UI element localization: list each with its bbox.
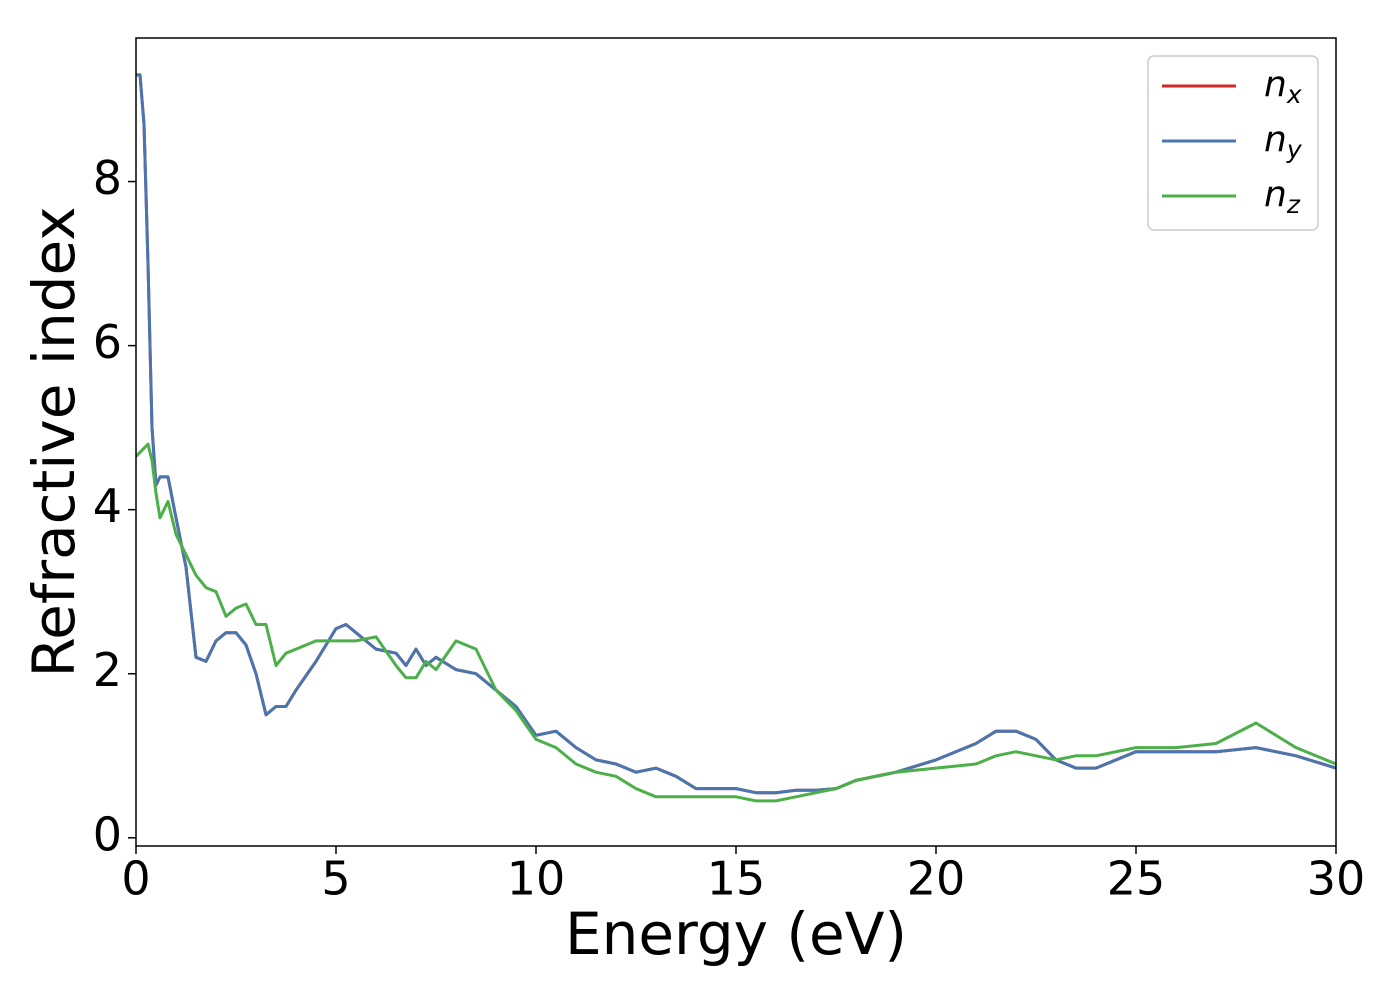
y-tick-label: 2 [93, 643, 122, 697]
series-line [136, 442, 1336, 803]
legend-label: ny [1264, 119, 1303, 164]
x-tick-label: 10 [507, 852, 566, 906]
x-tick-label: 15 [707, 852, 766, 906]
y-axis-label: Refractive index [20, 206, 88, 677]
plot-frame [135, 37, 1337, 847]
x-tick-label: 5 [321, 852, 350, 906]
x-tick-label: 25 [1107, 852, 1166, 906]
y-tick-label: 6 [93, 315, 122, 369]
legend-box [1147, 55, 1319, 231]
x-tick-label: 20 [907, 852, 966, 906]
legend-label: nz [1264, 174, 1301, 219]
x-tick-label: 0 [121, 852, 150, 906]
y-tick-label: 8 [93, 151, 122, 205]
x-tick-label: 30 [1307, 852, 1366, 906]
y-tick-label: 4 [93, 479, 122, 533]
y-tick-label: 0 [93, 807, 122, 861]
x-axis-label: Energy (eV) [565, 900, 907, 968]
legend-label: nx [1264, 64, 1302, 109]
